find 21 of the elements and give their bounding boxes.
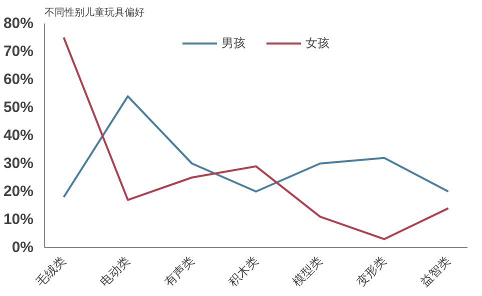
line-series — [62, 36, 450, 240]
y-tick-label: 80% — [3, 15, 34, 32]
x-tick-label: 变形类 — [354, 254, 390, 289]
chart-title: 不同性别儿童玩具偏好 — [44, 6, 144, 18]
y-tick-label: 40% — [3, 127, 34, 144]
legend-label: 女孩 — [306, 34, 330, 52]
y-tick-label: 10% — [3, 211, 34, 228]
y-tick-label: 60% — [3, 71, 34, 88]
x-tick-label: 毛绒类 — [33, 254, 69, 289]
y-tick-label: 30% — [3, 155, 34, 172]
x-tick-label: 益智类 — [418, 254, 454, 289]
x-tick-label: 积木类 — [226, 254, 261, 289]
line-series — [62, 95, 450, 198]
legend-label: 男孩 — [222, 34, 246, 52]
x-tick-label: 有声类 — [162, 254, 197, 289]
y-tick-label: 50% — [3, 99, 34, 116]
y-tick-label: 70% — [3, 43, 34, 60]
y-tick-label: 20% — [3, 183, 34, 200]
x-tick-label: 模型类 — [290, 254, 326, 289]
y-tick-label: 0% — [12, 239, 34, 256]
x-tick-label: 电动类 — [97, 254, 133, 289]
